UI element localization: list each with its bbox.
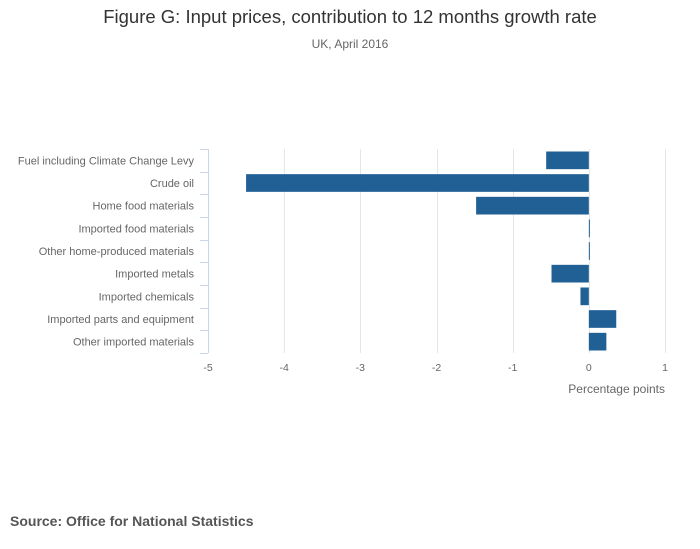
bar	[580, 287, 589, 306]
category-label: Imported parts and equipment	[47, 314, 194, 326]
bar	[588, 242, 590, 260]
category-label: Imported food materials	[78, 223, 194, 235]
category-label: Imported metals	[115, 269, 194, 281]
bar	[246, 174, 589, 192]
x-tick-label: -5	[203, 362, 212, 374]
chart-subtitle: UK, April 2016	[311, 37, 389, 51]
x-tick-label: 0	[586, 362, 592, 374]
source-note: Source: Office for National Statistics	[10, 513, 254, 529]
x-tick-label: 1	[662, 362, 668, 374]
x-axis-title: Percentage points	[568, 382, 665, 396]
x-tick-label: -1	[508, 362, 517, 374]
x-tick-label: -2	[432, 362, 441, 374]
bar	[551, 264, 589, 283]
bar	[588, 332, 607, 351]
bar	[588, 310, 617, 328]
category-label: Other imported materials	[73, 337, 195, 349]
category-label: Home food materials	[93, 201, 195, 213]
bar	[546, 151, 589, 170]
bar	[588, 219, 590, 238]
x-tick-label: -3	[356, 362, 365, 374]
category-label: Fuel including Climate Change Levy	[18, 155, 195, 167]
chart-title: Figure G: Input prices, contribution to …	[103, 6, 597, 27]
bar	[476, 196, 589, 215]
category-label: Other home-produced materials	[39, 246, 195, 258]
x-tick-label: -4	[279, 362, 288, 374]
category-label: Crude oil	[150, 178, 194, 190]
category-label: Imported chemicals	[99, 291, 195, 303]
